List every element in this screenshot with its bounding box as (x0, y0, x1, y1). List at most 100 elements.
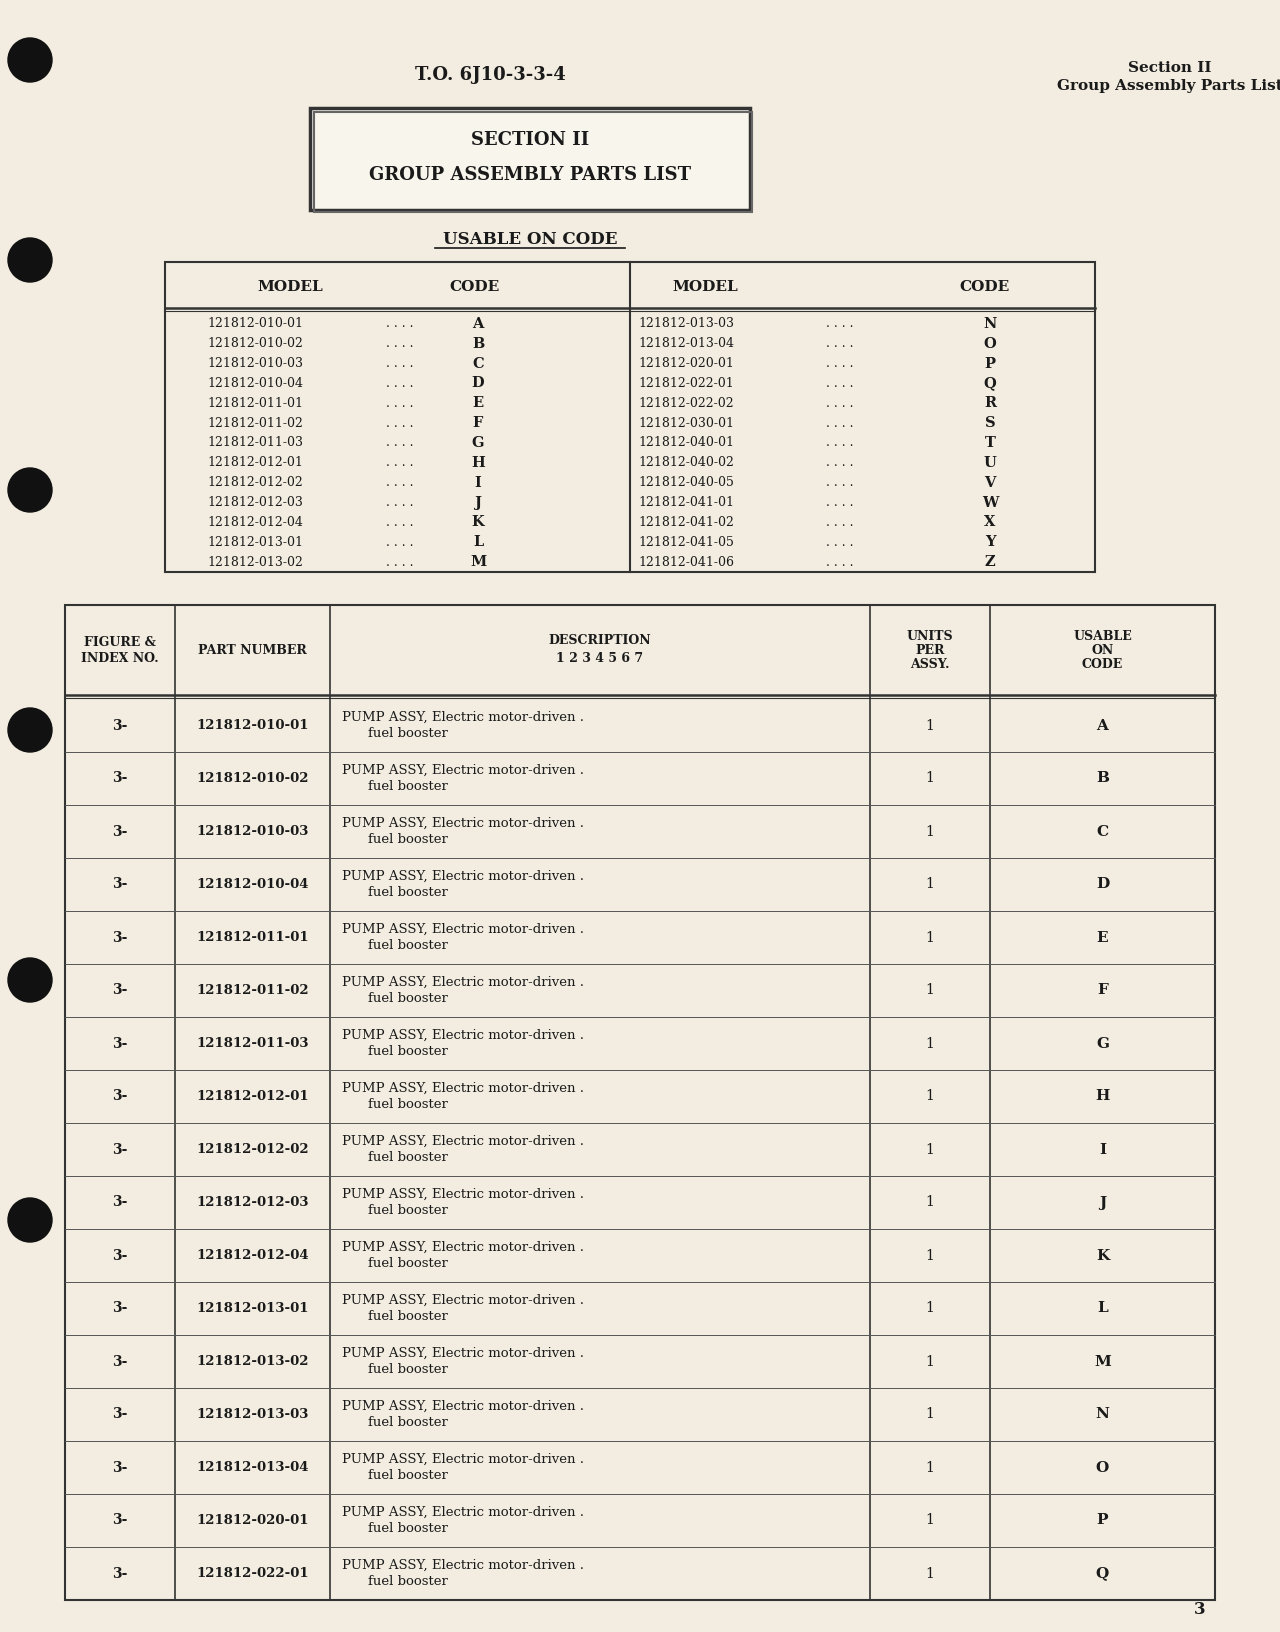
Text: FIGURE &: FIGURE & (84, 635, 156, 648)
Text: 121812-020-01: 121812-020-01 (196, 1514, 308, 1528)
Text: fuel booster: fuel booster (369, 1469, 448, 1482)
Text: USABLE: USABLE (1073, 630, 1132, 643)
Text: 1: 1 (925, 1142, 934, 1157)
Text: PUMP ASSY, Electric motor-driven .: PUMP ASSY, Electric motor-driven . (342, 1240, 584, 1253)
Text: PUMP ASSY, Electric motor-driven .: PUMP ASSY, Electric motor-driven . (342, 1559, 584, 1572)
Circle shape (8, 238, 52, 282)
Text: 3-: 3- (113, 1461, 128, 1474)
Text: 121812-011-01: 121812-011-01 (196, 930, 308, 943)
Text: J: J (475, 496, 481, 509)
Circle shape (8, 1198, 52, 1242)
Text: C: C (472, 357, 484, 370)
Text: . . . .: . . . . (827, 535, 854, 548)
Text: 1: 1 (925, 1301, 934, 1315)
Text: PUMP ASSY, Electric motor-driven .: PUMP ASSY, Electric motor-driven . (342, 1400, 584, 1413)
Text: 121812-011-02: 121812-011-02 (196, 984, 308, 997)
Text: fuel booster: fuel booster (369, 938, 448, 951)
Text: 3-: 3- (113, 1513, 128, 1528)
Text: . . . .: . . . . (827, 436, 854, 449)
Text: PUMP ASSY, Electric motor-driven .: PUMP ASSY, Electric motor-driven . (342, 1030, 584, 1043)
Text: fuel booster: fuel booster (369, 1204, 448, 1217)
Text: E: E (1097, 930, 1108, 945)
Text: PUMP ASSY, Electric motor-driven .: PUMP ASSY, Electric motor-driven . (342, 1506, 584, 1519)
Text: 121812-041-06: 121812-041-06 (637, 555, 733, 568)
Text: 3-: 3- (113, 718, 128, 733)
Text: Q: Q (1096, 1567, 1110, 1580)
Text: PUMP ASSY, Electric motor-driven .: PUMP ASSY, Electric motor-driven . (342, 1346, 584, 1359)
Text: 121812-012-03: 121812-012-03 (196, 1196, 308, 1209)
Circle shape (8, 708, 52, 752)
Text: 1 2 3 4 5 6 7: 1 2 3 4 5 6 7 (557, 651, 644, 664)
Text: PUMP ASSY, Electric motor-driven .: PUMP ASSY, Electric motor-driven . (342, 870, 584, 883)
Text: 1: 1 (925, 1196, 934, 1209)
Text: J: J (1098, 1196, 1106, 1209)
Text: Y: Y (984, 535, 996, 550)
Text: 3-: 3- (113, 1567, 128, 1580)
Text: . . . .: . . . . (827, 457, 854, 470)
Text: PUMP ASSY, Electric motor-driven .: PUMP ASSY, Electric motor-driven . (342, 1294, 584, 1307)
Text: F: F (1097, 984, 1108, 997)
Text: D: D (472, 377, 484, 390)
Text: 1: 1 (925, 930, 934, 945)
Text: 1: 1 (925, 1513, 934, 1528)
Text: 3-: 3- (113, 1301, 128, 1315)
Text: Q: Q (983, 377, 996, 390)
Text: T.O. 6J10-3-3-4: T.O. 6J10-3-3-4 (415, 65, 566, 83)
Text: PUMP ASSY, Electric motor-driven .: PUMP ASSY, Electric motor-driven . (342, 712, 584, 725)
Text: 1: 1 (925, 1036, 934, 1051)
Text: P: P (1097, 1513, 1108, 1528)
Text: A: A (472, 317, 484, 331)
Text: B: B (1096, 772, 1108, 785)
Text: fuel booster: fuel booster (369, 726, 448, 739)
Text: fuel booster: fuel booster (369, 1363, 448, 1376)
Text: . . . .: . . . . (827, 377, 854, 390)
Text: 3-: 3- (113, 1355, 128, 1369)
Text: . . . .: . . . . (827, 496, 854, 509)
Text: 1: 1 (925, 1461, 934, 1474)
Text: . . . .: . . . . (387, 317, 413, 330)
Text: . . . .: . . . . (827, 397, 854, 410)
Text: PUMP ASSY, Electric motor-driven .: PUMP ASSY, Electric motor-driven . (342, 1188, 584, 1201)
Text: 121812-010-01: 121812-010-01 (207, 317, 303, 330)
Text: fuel booster: fuel booster (369, 1151, 448, 1164)
Text: 3-: 3- (113, 772, 128, 785)
Text: 1: 1 (925, 878, 934, 891)
Text: fuel booster: fuel booster (369, 992, 448, 1005)
Text: 121812-040-02: 121812-040-02 (637, 457, 733, 470)
Text: O: O (1096, 1461, 1110, 1474)
Text: 1: 1 (925, 1407, 934, 1421)
Text: PER: PER (915, 643, 945, 656)
Text: 121812-013-01: 121812-013-01 (196, 1302, 308, 1315)
Text: 1: 1 (925, 984, 934, 997)
Text: 3-: 3- (113, 824, 128, 839)
Text: M: M (1094, 1355, 1111, 1369)
Text: 121812-020-01: 121812-020-01 (637, 357, 733, 370)
Bar (314, 113, 753, 212)
Text: 121812-010-02: 121812-010-02 (207, 338, 303, 351)
Text: 121812-012-01: 121812-012-01 (207, 457, 303, 470)
Text: 121812-010-03: 121812-010-03 (196, 826, 308, 837)
Text: PUMP ASSY, Electric motor-driven .: PUMP ASSY, Electric motor-driven . (342, 1452, 584, 1466)
Text: K: K (1096, 1248, 1110, 1263)
Text: S: S (984, 416, 996, 431)
Text: 121812-041-02: 121812-041-02 (637, 516, 733, 529)
Text: fuel booster: fuel booster (369, 1257, 448, 1270)
Text: CODE: CODE (449, 281, 500, 294)
Text: 3: 3 (1194, 1601, 1206, 1619)
Text: C: C (1097, 824, 1108, 839)
Text: 121812-010-03: 121812-010-03 (207, 357, 303, 370)
Circle shape (8, 38, 52, 82)
Text: . . . .: . . . . (387, 516, 413, 529)
Text: Group Assembly Parts List: Group Assembly Parts List (1057, 78, 1280, 93)
Text: 1: 1 (925, 1355, 934, 1369)
Text: 3-: 3- (113, 1036, 128, 1051)
Text: GROUP ASSEMBLY PARTS LIST: GROUP ASSEMBLY PARTS LIST (369, 166, 691, 184)
Text: 121812-013-04: 121812-013-04 (196, 1461, 308, 1474)
Text: 121812-011-01: 121812-011-01 (207, 397, 303, 410)
Text: L: L (1097, 1301, 1108, 1315)
Text: L: L (472, 535, 483, 550)
Text: 121812-013-03: 121812-013-03 (637, 317, 733, 330)
Text: 3-: 3- (113, 930, 128, 945)
Text: ON: ON (1092, 643, 1114, 656)
Text: PUMP ASSY, Electric motor-driven .: PUMP ASSY, Electric motor-driven . (342, 764, 584, 777)
